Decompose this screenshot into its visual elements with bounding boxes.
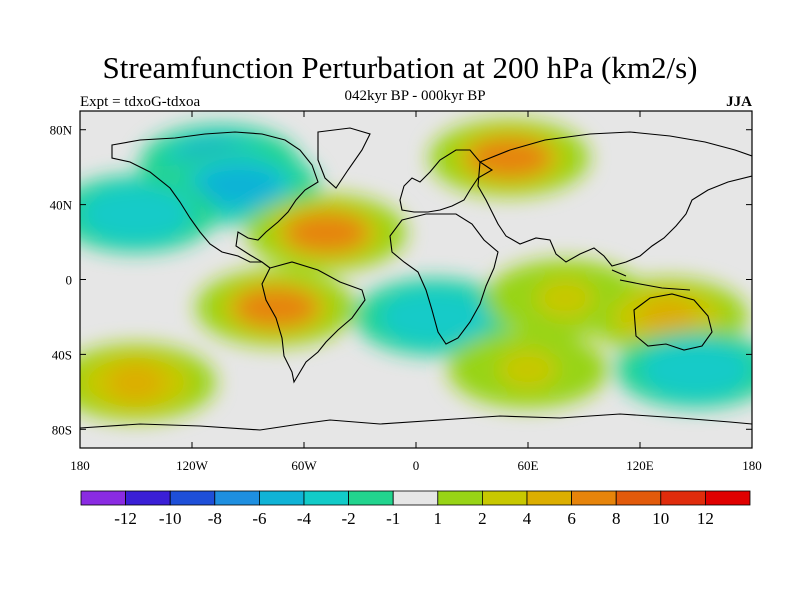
coastline-north-america xyxy=(111,131,319,269)
colorbar-label: 12 xyxy=(697,509,714,528)
colorbar-swatch xyxy=(481,490,528,506)
field-blob-core xyxy=(498,349,558,390)
colorbar-swatch xyxy=(169,490,216,506)
x-tick-label: 60E xyxy=(518,458,539,473)
x-tick-label: 180 xyxy=(742,458,762,473)
field-blob-core xyxy=(467,137,552,178)
field-blob-core xyxy=(405,296,465,338)
coastline-australia xyxy=(633,293,713,351)
colorbar-label: -2 xyxy=(342,509,356,528)
x-tick-label: 60W xyxy=(291,458,317,473)
map-title: Streamfunction Perturbation at 200 hPa (… xyxy=(102,50,698,85)
colorbar-swatch xyxy=(660,490,706,506)
colorbar-swatch xyxy=(705,490,751,506)
experiment-label: Expt = tdxoG-tdxoa xyxy=(80,94,201,110)
x-tick-label: 0 xyxy=(413,458,420,473)
field-blob-core xyxy=(234,287,318,328)
colorbar-label: -12 xyxy=(114,509,137,528)
field-blob-core xyxy=(666,349,726,390)
colorbar-swatch xyxy=(125,490,171,506)
colorbar-label: -6 xyxy=(252,509,266,528)
season-label: JJA xyxy=(726,94,752,110)
colorbar-label: -1 xyxy=(386,509,400,528)
colorbar: -12 -10 -8 -6 -4 -2 -1 1 2 4 6 8 10 12 xyxy=(80,490,751,528)
colorbar-label: -4 xyxy=(297,509,312,528)
field-blob-core xyxy=(196,165,281,207)
field-blob-core xyxy=(284,212,369,253)
y-tick-label: 40S xyxy=(52,347,72,362)
coastline-indonesia xyxy=(611,269,691,291)
coastline-africa xyxy=(389,213,499,345)
colorbar-label: -10 xyxy=(159,509,182,528)
colorbar-label: 4 xyxy=(523,509,532,528)
colorbar-label: 1 xyxy=(434,509,443,528)
colorbar-swatch xyxy=(392,490,439,506)
x-tick-label: 180 xyxy=(70,458,90,473)
colorbar-swatch xyxy=(80,490,126,506)
y-tick-label: 80N xyxy=(50,123,73,138)
field-blob-core xyxy=(535,278,595,319)
colorbar-label: 6 xyxy=(567,509,576,528)
field-blob-core xyxy=(106,193,166,235)
map-subtitle: 042kyr BP - 000kyr BP xyxy=(344,88,486,104)
x-axis: 180 120W 60W 0 60E 120E 180 xyxy=(70,111,762,473)
y-tick-label: 80S xyxy=(52,422,72,437)
coastline-greenland xyxy=(317,127,371,189)
coastline-antarctica xyxy=(80,413,752,431)
field-blob-core xyxy=(106,362,166,403)
colorbar-swatch xyxy=(571,490,617,506)
colorbar-swatch xyxy=(258,490,305,506)
colorbar-swatch xyxy=(526,490,572,506)
colorbar-label: 8 xyxy=(612,509,621,528)
colorbar-label: -8 xyxy=(208,509,222,528)
x-tick-label: 120E xyxy=(626,458,654,473)
colorbar-swatch xyxy=(214,490,260,506)
field-layer xyxy=(80,111,752,448)
y-axis: 80N 40N 0 40S 80S xyxy=(50,123,752,437)
field-blob-core xyxy=(638,296,698,338)
colorbar-label: 2 xyxy=(478,509,487,528)
colorbar-swatch xyxy=(615,490,662,506)
coastline-asia xyxy=(477,131,752,267)
coastlines xyxy=(80,127,752,431)
x-tick-label: 120W xyxy=(176,458,209,473)
colorbar-swatch xyxy=(437,490,483,506)
colorbar-label: 10 xyxy=(652,509,669,528)
colorbar-swatch xyxy=(348,490,394,506)
y-tick-label: 0 xyxy=(66,273,73,288)
colorbar-swatch xyxy=(303,490,349,506)
coastline-europe xyxy=(399,149,494,213)
y-tick-label: 40N xyxy=(50,198,73,213)
coastline-south-america xyxy=(261,261,366,384)
